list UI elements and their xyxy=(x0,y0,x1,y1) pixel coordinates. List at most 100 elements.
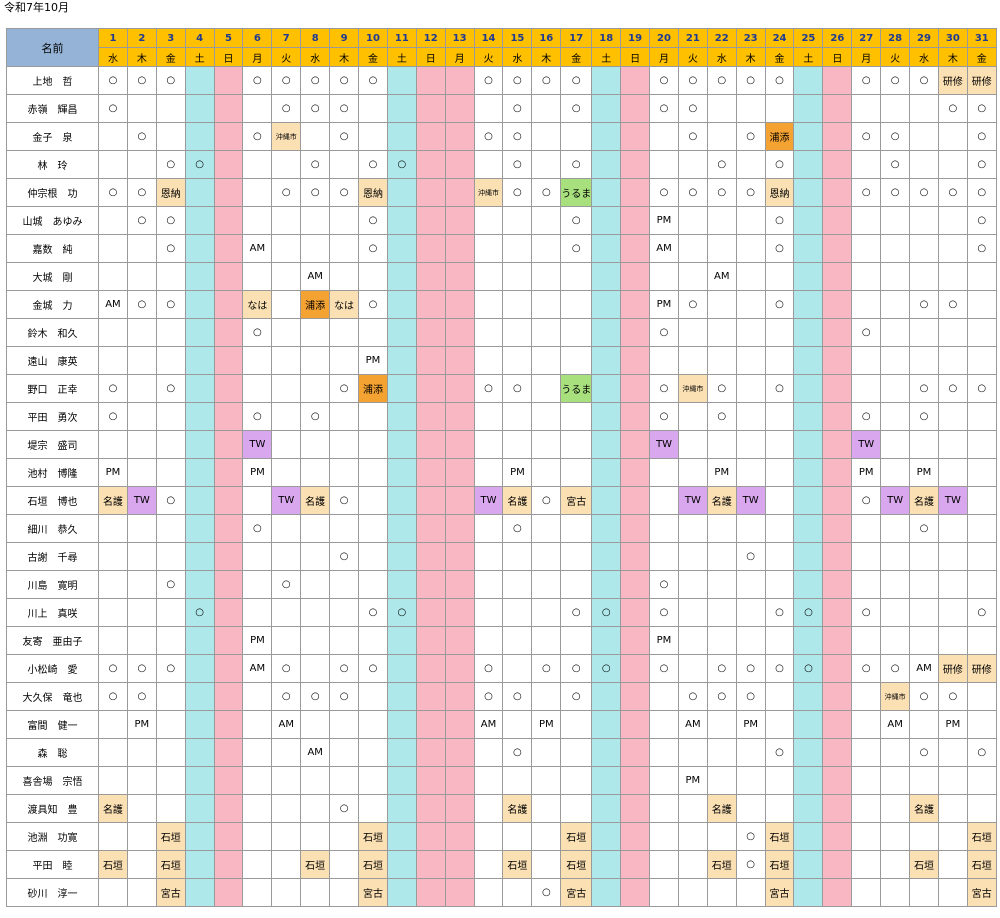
schedule-cell xyxy=(386,66,417,95)
schedule-cell xyxy=(822,542,853,571)
schedule-cell xyxy=(937,766,968,795)
schedule-cell: 沖縄市 xyxy=(473,178,504,207)
schedule-cell: ○ xyxy=(98,374,128,403)
schedule-cell xyxy=(706,598,737,627)
schedule-cell xyxy=(473,542,504,571)
schedule-cell xyxy=(822,738,853,767)
schedule-cell: PM xyxy=(649,626,679,655)
schedule-cell: ○ xyxy=(909,738,939,767)
schedule-cell xyxy=(386,822,417,851)
schedule-cell xyxy=(386,430,417,459)
schedule-cell xyxy=(822,794,853,823)
schedule-cell: ○ xyxy=(502,374,533,403)
schedule-cell xyxy=(213,122,244,151)
schedule-cell: ○ xyxy=(764,206,795,235)
schedule-cell xyxy=(909,150,939,179)
schedule-cell: 石垣 xyxy=(706,850,737,879)
schedule-cell: 宮古 xyxy=(358,878,388,907)
schedule-cell xyxy=(98,234,128,263)
schedule-cell xyxy=(213,430,244,459)
staff-name: 野口 正幸 xyxy=(6,374,99,403)
schedule-cell: ○ xyxy=(502,122,533,151)
schedule-cell xyxy=(880,738,911,767)
schedule-cell xyxy=(386,262,417,291)
schedule-cell: ○ xyxy=(649,402,679,431)
schedule-cell: ○ xyxy=(937,682,968,711)
schedule-cell xyxy=(329,430,360,459)
schedule-cell xyxy=(126,318,157,347)
schedule-cell xyxy=(793,626,824,655)
staff-row: 野口 正幸 ○ ○ ○ 浦添 ○ ○ うるま ○ 沖縄市 ○ ○ ○ ○ ○ xyxy=(6,374,997,403)
schedule-cell xyxy=(444,598,475,627)
schedule-cell xyxy=(851,738,882,767)
schedule-cell xyxy=(242,346,273,375)
schedule-cell: ○ xyxy=(98,94,128,123)
schedule-cell xyxy=(851,570,882,599)
schedule-cell xyxy=(213,318,244,347)
schedule-cell xyxy=(126,738,157,767)
schedule-cell xyxy=(531,122,562,151)
day-number-header: 15 xyxy=(502,28,533,48)
schedule-cell xyxy=(242,598,273,627)
schedule-cell xyxy=(649,682,679,711)
weekday-header: 木 xyxy=(531,47,562,67)
schedule-cell xyxy=(706,290,737,319)
schedule-cell: 宮古 xyxy=(560,486,593,515)
schedule-cell xyxy=(620,570,651,599)
schedule-cell: ○ xyxy=(909,682,939,711)
staff-name: 仲宗根 功 xyxy=(6,178,99,207)
schedule-cell xyxy=(793,122,824,151)
schedule-cell xyxy=(502,654,533,683)
schedule-cell xyxy=(706,738,737,767)
schedule-cell: ○ xyxy=(126,178,157,207)
schedule-cell xyxy=(706,822,737,851)
schedule-cell xyxy=(735,626,766,655)
schedule-cell xyxy=(822,766,853,795)
schedule-cell: ○ xyxy=(126,290,157,319)
schedule-cell xyxy=(937,430,968,459)
schedule-cell xyxy=(531,626,562,655)
schedule-cell xyxy=(126,878,157,907)
schedule-cell xyxy=(473,402,504,431)
staff-row: 金城 力 AM ○ ○ なは 浦添 なは ○ PM ○ ○ ○ ○ xyxy=(6,290,997,319)
schedule-cell xyxy=(591,374,622,403)
schedule-cell: PM xyxy=(677,766,708,795)
schedule-cell xyxy=(591,766,622,795)
staff-name: 川島 寛明 xyxy=(6,570,99,599)
schedule-cell xyxy=(851,234,882,263)
schedule-cell xyxy=(213,570,244,599)
schedule-cell xyxy=(329,514,360,543)
schedule-cell xyxy=(444,94,475,123)
schedule-cell xyxy=(473,878,504,907)
staff-name: 赤嶺 輝昌 xyxy=(6,94,99,123)
schedule-cell xyxy=(880,458,911,487)
schedule-cell: ○ xyxy=(851,178,882,207)
schedule-cell xyxy=(155,346,186,375)
schedule-cell: ○ xyxy=(242,402,273,431)
schedule-cell: ○ xyxy=(329,374,360,403)
schedule-cell: ○ xyxy=(966,738,997,767)
schedule-cell xyxy=(649,486,679,515)
schedule-cell xyxy=(966,710,997,739)
schedule-cell: ○ xyxy=(329,682,360,711)
schedule-cell xyxy=(126,542,157,571)
schedule-cell xyxy=(560,262,593,291)
schedule-cell xyxy=(677,458,708,487)
schedule-cell xyxy=(677,850,708,879)
schedule-cell xyxy=(822,626,853,655)
staff-row: 遠山 康英 PM xyxy=(6,346,997,375)
schedule-cell xyxy=(358,738,388,767)
schedule-cell xyxy=(473,570,504,599)
schedule-cell: ○ xyxy=(764,150,795,179)
schedule-cell xyxy=(213,878,244,907)
schedule-cell xyxy=(386,710,417,739)
schedule-cell xyxy=(213,290,244,319)
schedule-cell xyxy=(329,878,360,907)
schedule-cell xyxy=(880,262,911,291)
schedule-cell xyxy=(591,878,622,907)
schedule-cell xyxy=(444,654,475,683)
weekday-header: 月 xyxy=(649,47,679,67)
schedule-cell xyxy=(822,682,853,711)
schedule-cell xyxy=(677,794,708,823)
schedule-cell xyxy=(444,710,475,739)
